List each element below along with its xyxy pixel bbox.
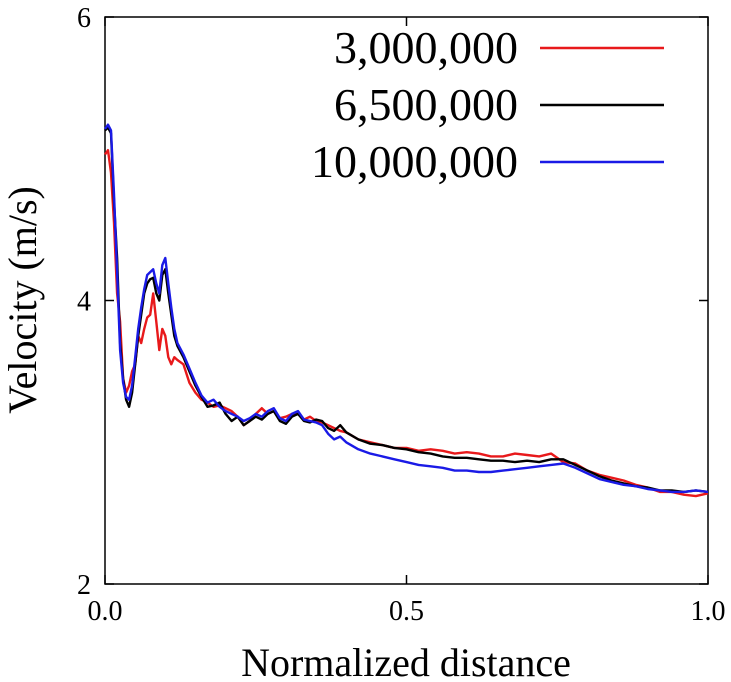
series-line-1	[105, 150, 708, 496]
line-chart: 0.0 0.5 1.0 2 4 6 3,000,000 6,500,000 10,000,00…	[0, 0, 731, 682]
legend-label-3: 10,000,000	[311, 136, 518, 187]
legend: 3,000,000 6,500,000 10,000,000	[311, 22, 664, 187]
legend-label-2: 6,500,000	[334, 79, 518, 130]
x-tick-label: 0.0	[88, 596, 123, 627]
x-axis-title: Normalized distance	[241, 640, 571, 682]
y-tick-label: 2	[77, 570, 91, 601]
x-tick-label: 0.5	[389, 596, 424, 627]
y-tick-label: 6	[77, 3, 91, 34]
y-axis-title: Velocity (m/s)	[0, 186, 45, 414]
x-tick-label: 1.0	[691, 596, 726, 627]
legend-label-1: 3,000,000	[334, 22, 518, 73]
y-tick-label: 4	[77, 287, 91, 318]
